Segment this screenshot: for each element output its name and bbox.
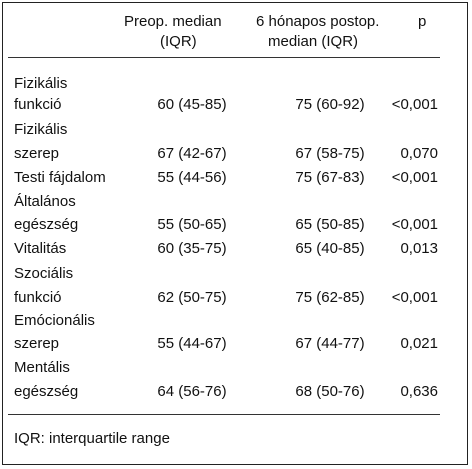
- cell-postop: 67 (58-75): [295, 145, 365, 162]
- cell-postop: 65 (50-85): [295, 216, 365, 233]
- header-postop-line2: median (IQR): [268, 33, 359, 50]
- header-postop-line1: 6 hónapos postop.: [256, 13, 380, 30]
- row-label: szerep: [14, 335, 60, 352]
- cell-postop: 68 (50-76): [295, 383, 365, 400]
- row-label: Általános: [14, 193, 76, 210]
- row-label: egészség: [14, 383, 79, 400]
- cell-postop: 75 (62-85): [295, 289, 365, 306]
- cell-preop: 55 (50-65): [157, 216, 227, 233]
- cell-preop: 55 (44-56): [157, 169, 227, 186]
- row-label: Fizikális: [14, 75, 68, 92]
- header-divider: [8, 57, 440, 58]
- cell-p: <0,001: [391, 169, 438, 186]
- header-p: p: [418, 13, 427, 30]
- row-label: Szociális: [14, 265, 74, 282]
- cell-p: <0,001: [391, 289, 438, 306]
- header-preop-line1: Preop. median: [124, 13, 222, 30]
- cell-postop: 67 (44-77): [295, 335, 365, 352]
- row-label: Emócionális: [14, 312, 95, 329]
- footer-divider: [8, 414, 440, 415]
- row-label: Testi fájdalom: [14, 169, 106, 186]
- row-label: Mentális: [14, 359, 70, 376]
- row-label: egészség: [14, 216, 79, 233]
- table-frame: [2, 2, 468, 465]
- cell-p: <0,001: [391, 216, 438, 233]
- footnote: IQR: interquartile range: [14, 430, 170, 447]
- cell-p: <0,001: [391, 96, 438, 113]
- cell-p: 0,636: [400, 383, 438, 400]
- cell-preop: 60 (35-75): [157, 240, 227, 257]
- row-label: funkció: [14, 289, 62, 306]
- cell-preop: 55 (44-67): [157, 335, 227, 352]
- row-label: Vitalitás: [14, 240, 67, 257]
- header-preop-line2: (IQR): [160, 33, 197, 50]
- cell-p: 0,013: [400, 240, 438, 257]
- cell-p: 0,070: [400, 145, 438, 162]
- cell-postop: 75 (60-92): [295, 96, 365, 113]
- cell-postop: 75 (67-83): [295, 169, 365, 186]
- row-label: Fizikális: [14, 121, 68, 138]
- cell-preop: 67 (42-67): [157, 145, 227, 162]
- cell-p: 0,021: [400, 335, 438, 352]
- cell-preop: 62 (50-75): [157, 289, 227, 306]
- row-label: szerep: [14, 145, 60, 162]
- cell-preop: 60 (45-85): [157, 96, 227, 113]
- cell-postop: 65 (40-85): [295, 240, 365, 257]
- cell-preop: 64 (56-76): [157, 383, 227, 400]
- row-label: funkció: [14, 96, 62, 113]
